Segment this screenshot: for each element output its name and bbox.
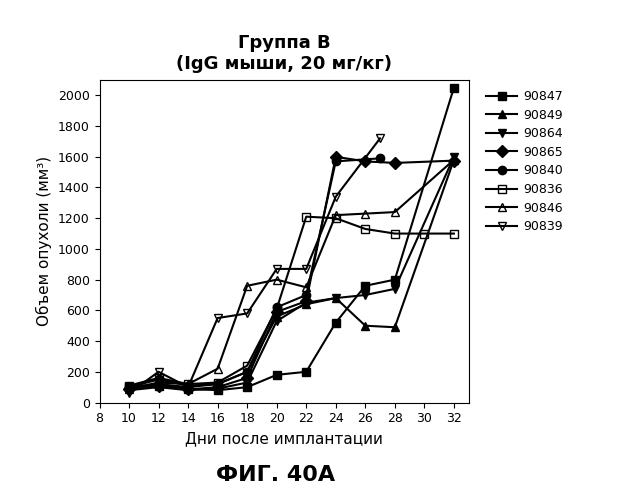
90836 (361, 226, 369, 232)
90846 (155, 380, 162, 386)
90839 (302, 266, 310, 272)
90849 (155, 381, 162, 387)
90865 (391, 160, 399, 166)
90849 (273, 314, 281, 320)
90839 (155, 369, 162, 375)
90865 (332, 154, 340, 160)
90840 (125, 384, 133, 390)
90865 (273, 309, 281, 315)
90840 (155, 376, 162, 382)
Line: 90849: 90849 (125, 156, 458, 392)
90836 (450, 230, 458, 236)
90849 (361, 322, 369, 328)
Legend: 90847, 90849, 90864, 90865, 90840, 90836, 90846, 90839: 90847, 90849, 90864, 90865, 90840, 90836… (482, 86, 567, 237)
90847 (391, 276, 399, 282)
90846 (184, 381, 192, 387)
Text: ФИГ. 40А: ФИГ. 40А (216, 465, 336, 485)
90847 (361, 283, 369, 289)
90846 (361, 210, 369, 216)
Line: 90839: 90839 (125, 134, 384, 398)
90839 (376, 136, 384, 141)
Title: Группа В
(IgG мыши, 20 мг/кг): Группа В (IgG мыши, 20 мг/кг) (176, 34, 392, 73)
Line: 90865: 90865 (125, 152, 458, 394)
Line: 90864: 90864 (125, 152, 458, 394)
90847 (155, 382, 162, 388)
90847 (273, 372, 281, 378)
90839 (214, 315, 221, 321)
90847 (450, 84, 458, 90)
Line: 90840: 90840 (125, 154, 384, 392)
90849 (184, 384, 192, 390)
Y-axis label: Объем опухоли (мм³): Объем опухоли (мм³) (36, 156, 53, 326)
90865 (125, 386, 133, 392)
90836 (302, 214, 310, 220)
90839 (273, 266, 281, 272)
90849 (243, 369, 251, 375)
90839 (332, 194, 340, 200)
90849 (391, 324, 399, 330)
90836 (184, 381, 192, 387)
90865 (450, 158, 458, 164)
90840 (302, 292, 310, 298)
90846 (391, 209, 399, 215)
90846 (125, 386, 133, 392)
90865 (214, 384, 221, 390)
90849 (332, 295, 340, 301)
90840 (376, 156, 384, 162)
90864 (125, 387, 133, 393)
90846 (302, 284, 310, 290)
90846 (450, 157, 458, 163)
X-axis label: Дни после имплантации: Дни после имплантации (185, 431, 383, 446)
90847 (214, 387, 221, 393)
Line: 90846: 90846 (125, 156, 458, 393)
90865 (361, 158, 369, 164)
90839 (125, 390, 133, 396)
90836 (421, 230, 428, 236)
90846 (332, 212, 340, 218)
90847 (184, 386, 192, 392)
90836 (243, 362, 251, 368)
90864 (184, 387, 192, 393)
90840 (332, 158, 340, 164)
90864 (214, 386, 221, 392)
90836 (155, 375, 162, 381)
90847 (125, 384, 133, 390)
90865 (155, 382, 162, 388)
90849 (302, 301, 310, 307)
90840 (273, 304, 281, 310)
90847 (243, 384, 251, 390)
90847 (332, 320, 340, 326)
90849 (450, 157, 458, 163)
90836 (125, 382, 133, 388)
90839 (184, 384, 192, 390)
90864 (155, 384, 162, 390)
90864 (361, 292, 369, 298)
90846 (243, 283, 251, 289)
90847 (302, 369, 310, 375)
90865 (243, 375, 251, 381)
90865 (302, 298, 310, 304)
Line: 90836: 90836 (125, 212, 458, 390)
90849 (214, 381, 221, 387)
90840 (184, 382, 192, 388)
90846 (214, 366, 221, 372)
90836 (391, 230, 399, 236)
90864 (302, 300, 310, 306)
90846 (273, 276, 281, 282)
90864 (243, 380, 251, 386)
90839 (243, 310, 251, 316)
90864 (332, 295, 340, 301)
90836 (214, 380, 221, 386)
90865 (184, 386, 192, 392)
90840 (214, 381, 221, 387)
90849 (125, 384, 133, 390)
90840 (243, 369, 251, 375)
Line: 90847: 90847 (125, 84, 458, 394)
90836 (332, 215, 340, 221)
90864 (391, 286, 399, 292)
90864 (450, 154, 458, 160)
90836 (273, 306, 281, 312)
90864 (273, 318, 281, 324)
